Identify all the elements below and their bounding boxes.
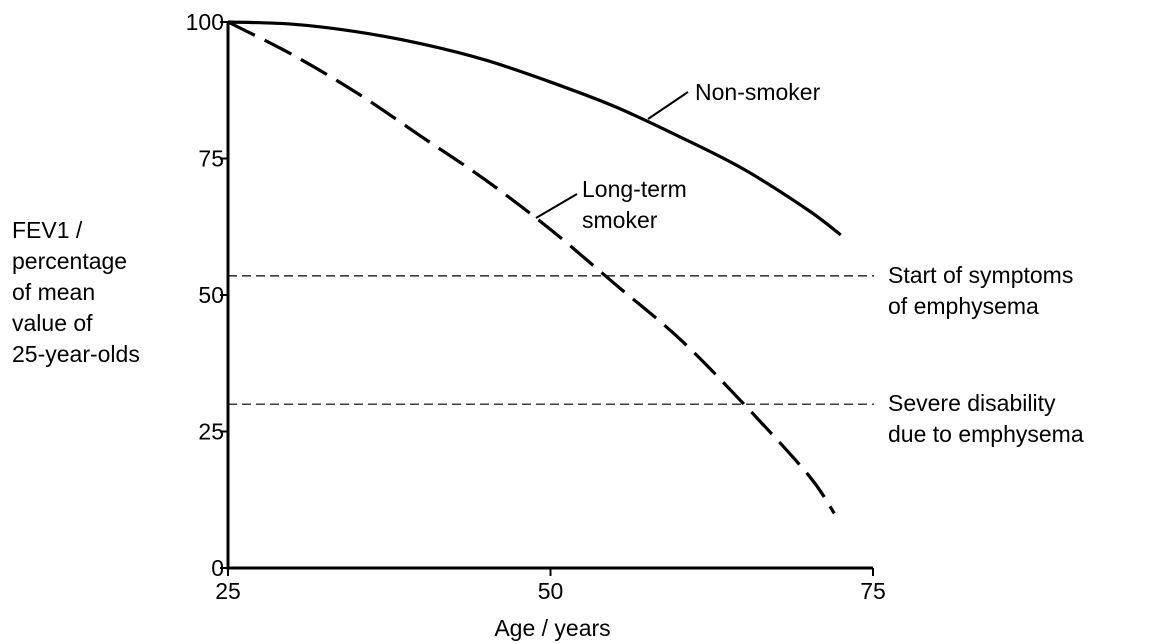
text-line: of mean [12,279,95,305]
non-smoker-line [227,20,842,237]
smoker-leader [535,193,578,219]
text-line: Severe disability [888,390,1056,416]
y-tick-label: 100 [186,9,224,35]
reference-line-label: Start of symptoms of emphysema [888,262,1073,319]
smoker-line [227,20,836,515]
y-tick-label: 0 [211,555,224,581]
x-ticks: 25 50 75 [215,568,886,604]
text-line: FEV1 / [12,217,83,243]
text-line: value of [12,310,93,336]
text-line: Non-smoker [695,79,821,105]
label-leaders [535,91,689,219]
text-line: 25-year-olds [12,341,140,367]
smoker-label: Long-term smoker [582,176,687,233]
text-line: due to emphysema [888,421,1084,447]
x-tick-label: 75 [860,578,886,604]
y-ticks: 0 25 50 75 100 [186,9,228,581]
y-tick-label: 75 [198,146,224,172]
y-axis-title: FEV1 / percentage of mean value of 25-year-o… [12,217,140,367]
text-line: Long-term [582,176,687,202]
x-tick-label: 25 [215,578,241,604]
text-line: Start of symptoms [888,262,1073,288]
reference-line-label: Severe disability due to emphysema [888,390,1084,447]
text-line: smoker [582,207,658,233]
text-line: percentage [12,248,127,274]
series-lines [227,20,842,515]
x-axis-title: Age / years [494,615,610,641]
y-tick-label: 50 [198,282,224,308]
reference-lines [228,275,874,405]
non-smoker-label: Non-smoker [695,79,821,105]
non-smoker-leader [647,91,689,120]
text-line: of emphysema [888,293,1039,319]
x-tick-label: 50 [538,578,564,604]
annotations: Start of symptoms of emphysema Severe disa… [582,79,1084,447]
y-tick-label: 25 [198,419,224,445]
